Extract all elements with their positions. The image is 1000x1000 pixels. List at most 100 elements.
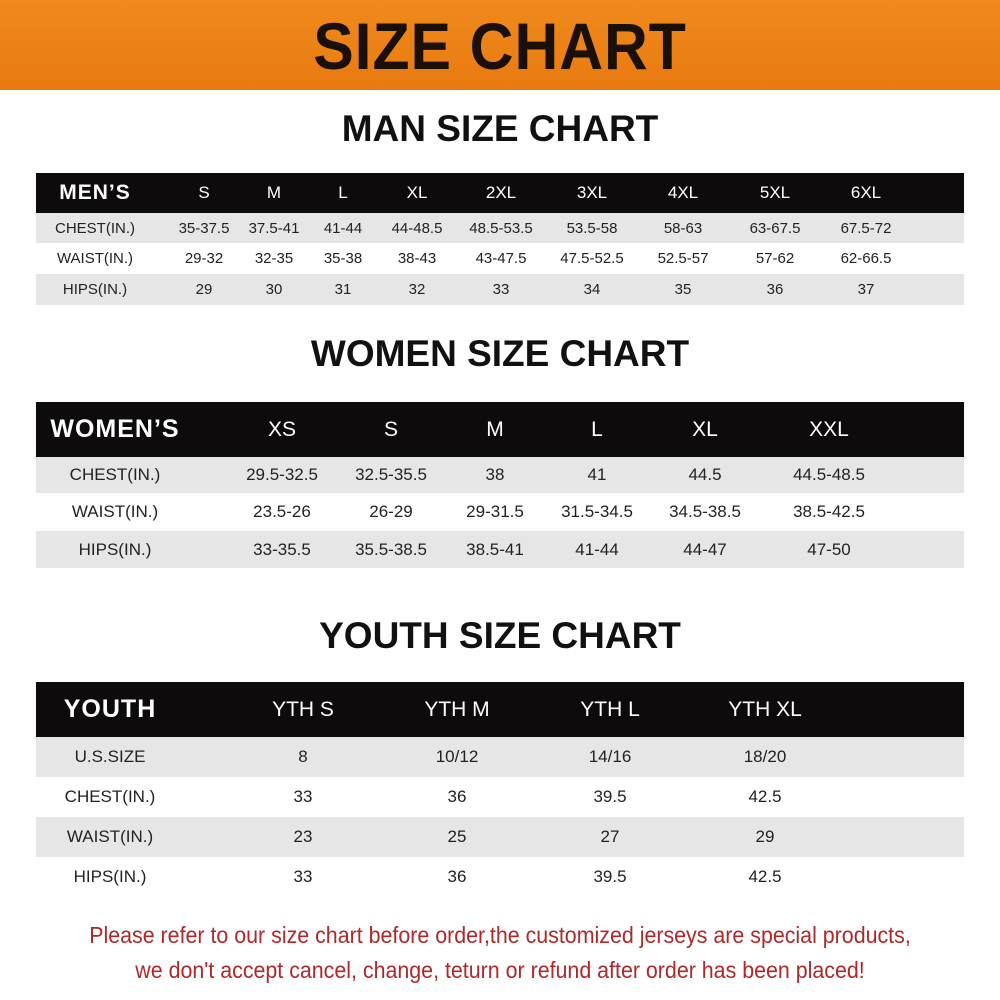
table-cell: 10/12 bbox=[435, 747, 479, 766]
table-cell: 36 bbox=[447, 867, 467, 886]
banner-title: SIZE CHART bbox=[313, 9, 687, 83]
table-row: U.S.SIZE 8 10/12 14/16 18/20 bbox=[36, 737, 964, 777]
table-cell: 25 bbox=[447, 827, 467, 846]
table-cell: 14/16 bbox=[588, 747, 632, 766]
table-cell: 39.5 bbox=[593, 867, 627, 886]
table-row: CHEST(IN.) 35-37.5 37.5-41 41-44 44-48.5 48.5… bbox=[36, 213, 964, 243]
table-cell: 62-66.5 bbox=[840, 250, 892, 267]
banner: SIZE CHART bbox=[0, 0, 1000, 90]
size-header-cell: 5XL bbox=[759, 183, 791, 202]
table-category-label: WOMEN’S bbox=[50, 415, 180, 443]
table-cell: 42.5 bbox=[748, 867, 782, 886]
size-header-cell: 4XL bbox=[667, 183, 699, 202]
measurement-label: CHEST(IN.) bbox=[55, 219, 135, 237]
table-cell: 41 bbox=[587, 465, 607, 484]
measurement-label: WAIST(IN.) bbox=[56, 250, 134, 267]
measurement-label: WAIST(IN.) bbox=[66, 827, 154, 846]
size-header-cell: XXL bbox=[809, 417, 849, 441]
table-cell: 37 bbox=[857, 281, 875, 298]
table-cell: 34 bbox=[583, 281, 601, 298]
table-cell: 44.5-48.5 bbox=[793, 465, 865, 484]
size-header-cell: 6XL bbox=[850, 183, 882, 202]
table-cell: 57-62 bbox=[755, 250, 795, 267]
table-cell: 58-63 bbox=[663, 219, 703, 237]
table-row: WAIST(IN.) 23.5-26 26-29 29-31.5 31.5-34.5 34… bbox=[36, 493, 964, 531]
size-header-cell: S bbox=[198, 183, 210, 202]
table-cell: 26-29 bbox=[369, 502, 413, 521]
size-header-cell: 3XL bbox=[576, 183, 608, 202]
measurement-label: WAIST(IN.) bbox=[71, 502, 159, 521]
table-cell: 67.5-72 bbox=[840, 219, 892, 237]
measurement-label: HIPS(IN.) bbox=[78, 539, 152, 559]
table-row: CHEST(IN.) 29.5-32.5 32.5-35.5 38 41 44.5 44.5… bbox=[36, 457, 964, 493]
table-row: WAIST(IN.) 29-32 32-35 35-38 38-43 43-47.5 47.… bbox=[36, 243, 964, 274]
table-cell: 32-35 bbox=[254, 250, 294, 267]
table-row: HIPS(IN.) 33-35.5 35.5-38.5 38.5-41 41-44 44-… bbox=[36, 531, 964, 568]
table-cell: 29 bbox=[755, 827, 775, 846]
table-cell: 33 bbox=[293, 867, 313, 886]
table-cell: 33 bbox=[293, 787, 313, 806]
table-cell: 44-48.5 bbox=[391, 219, 443, 237]
table-row: HIPS(IN.) 33 36 39.5 42.5 bbox=[36, 857, 964, 897]
table-cell: 38-43 bbox=[397, 250, 437, 267]
table-row: CHEST(IN.) 33 36 39.5 42.5 bbox=[36, 777, 964, 817]
table-cell: 36 bbox=[447, 787, 467, 806]
measurement-label: U.S.SIZE bbox=[74, 747, 146, 766]
size-header-cell: M bbox=[486, 417, 504, 441]
table-cell: 37.5-41 bbox=[248, 219, 300, 237]
size-header-cell: M bbox=[266, 183, 282, 202]
table-header-row: YOUTH YTH S YTH M YTH L YTH XL bbox=[36, 682, 964, 737]
measurement-label: HIPS(IN.) bbox=[62, 281, 128, 298]
table-cell: 34.5-38.5 bbox=[669, 502, 741, 521]
table-cell: 35 bbox=[674, 281, 692, 298]
size-header-cell: YTH XL bbox=[728, 697, 802, 721]
size-header-cell: XS bbox=[267, 417, 297, 441]
table-cell: 8 bbox=[298, 747, 308, 766]
table-cell: 29.5-32.5 bbox=[246, 465, 318, 484]
measurement-label: CHEST(IN.) bbox=[69, 465, 161, 484]
table-category-label: MEN’S bbox=[59, 181, 131, 204]
table-cell: 29 bbox=[195, 281, 213, 298]
table-cell: 47-50 bbox=[807, 539, 851, 559]
measurement-label: HIPS(IN.) bbox=[73, 867, 147, 886]
table-cell: 32 bbox=[408, 281, 426, 298]
size-header-cell: YTH M bbox=[424, 697, 490, 721]
size-header-cell: YTH S bbox=[272, 697, 334, 721]
size-header-cell: YTH L bbox=[580, 697, 640, 721]
size-header-cell: XL bbox=[406, 183, 428, 202]
table-cell: 44-47 bbox=[683, 539, 727, 559]
measurement-label: CHEST(IN.) bbox=[64, 787, 156, 806]
table-cell: 52.5-57 bbox=[657, 250, 709, 267]
table-cell: 33 bbox=[492, 281, 510, 298]
table-cell: 23 bbox=[293, 827, 313, 846]
table-cell: 23.5-26 bbox=[253, 502, 311, 521]
table-cell: 44.5 bbox=[688, 465, 722, 484]
table-cell: 36 bbox=[766, 281, 784, 298]
table-cell: 47.5-52.5 bbox=[560, 250, 624, 267]
size-header-cell: L bbox=[591, 417, 603, 441]
size-header-cell: XL bbox=[692, 417, 718, 441]
table-category-label: YOUTH bbox=[63, 695, 157, 723]
table-cell: 32.5-35.5 bbox=[355, 465, 427, 484]
table-cell: 42.5 bbox=[748, 787, 782, 806]
table-row: WAIST(IN.) 23 25 27 29 bbox=[36, 817, 964, 857]
table-cell: 38.5-42.5 bbox=[793, 502, 865, 521]
table-cell: 35.5-38.5 bbox=[355, 539, 427, 559]
table-cell: 33-35.5 bbox=[253, 539, 311, 559]
table-cell: 39.5 bbox=[593, 787, 627, 806]
size-header-cell: S bbox=[383, 417, 399, 441]
table-cell: 38.5-41 bbox=[466, 539, 524, 559]
men-section-title: MAN SIZE CHART bbox=[341, 108, 659, 149]
youth-section-title: YOUTH SIZE CHART bbox=[319, 615, 681, 656]
notice-line-1: Please refer to our size chart before or… bbox=[89, 922, 911, 948]
table-cell: 41-44 bbox=[323, 219, 363, 237]
notice-line-2: we don't accept cancel, change, teturn o… bbox=[135, 957, 865, 983]
table-cell: 31.5-34.5 bbox=[561, 502, 633, 521]
table-cell: 48.5-53.5 bbox=[469, 219, 533, 237]
table-cell: 30 bbox=[265, 281, 283, 298]
table-cell: 35-38 bbox=[323, 250, 363, 267]
table-cell: 43-47.5 bbox=[475, 250, 527, 267]
size-header-cell: L bbox=[338, 183, 348, 202]
women-section-title: WOMEN SIZE CHART bbox=[310, 333, 690, 374]
table-cell: 31 bbox=[334, 281, 352, 298]
